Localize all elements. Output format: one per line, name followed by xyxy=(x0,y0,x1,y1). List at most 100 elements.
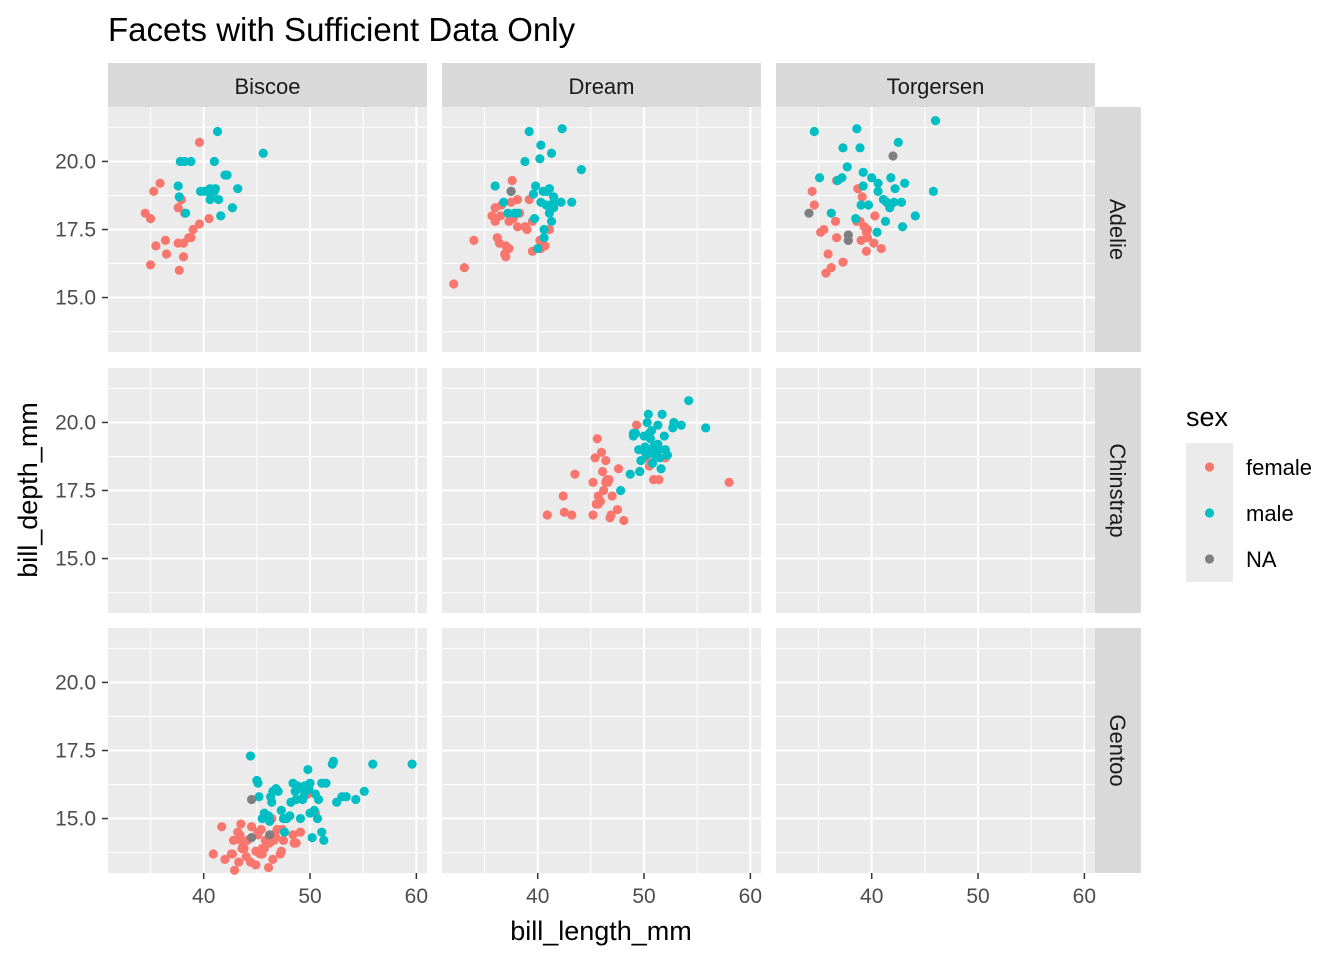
data-point-male xyxy=(855,143,865,153)
data-point-female xyxy=(149,186,159,196)
data-point-female xyxy=(567,510,577,520)
data-point-male xyxy=(885,203,895,213)
data-point-male xyxy=(549,192,559,202)
data-point-male xyxy=(312,813,323,824)
data-point-female xyxy=(869,238,879,248)
data-point-male xyxy=(625,469,635,479)
strip-label-dream: Dream xyxy=(568,74,634,99)
data-point-male xyxy=(852,124,862,134)
data-point-female xyxy=(220,854,230,864)
data-point-female xyxy=(239,843,249,854)
legend-key-male xyxy=(1204,508,1215,518)
data-point-male xyxy=(616,485,626,496)
data-point-female xyxy=(606,510,616,520)
data-point-female xyxy=(255,849,265,859)
data-point-na xyxy=(246,794,257,805)
data-point-female xyxy=(229,865,240,875)
data-point-male xyxy=(910,211,920,221)
data-point-male xyxy=(645,434,656,444)
data-point-female xyxy=(613,464,624,474)
data-point-male xyxy=(254,792,264,802)
data-point-female xyxy=(619,515,629,526)
data-point-male xyxy=(265,816,275,826)
data-point-female xyxy=(861,246,871,256)
data-point-male xyxy=(656,464,666,474)
data-point-female xyxy=(295,827,306,837)
data-point-male xyxy=(307,833,317,843)
data-point-male xyxy=(524,126,534,137)
panel-adelie-torgersen xyxy=(776,107,1095,352)
data-point-female xyxy=(809,200,819,210)
strip-column-biscoe xyxy=(108,63,427,107)
data-point-male xyxy=(222,170,232,180)
data-point-male xyxy=(809,126,819,137)
data-point-male xyxy=(337,792,347,802)
y-tick-label: 20.0 xyxy=(55,411,96,434)
legend-key-female xyxy=(1204,462,1215,472)
panel-chinstrap-torgersen xyxy=(776,368,1095,613)
data-point-male xyxy=(233,184,243,194)
data-point-female xyxy=(228,835,239,845)
data-point-male xyxy=(276,805,286,815)
data-point-male xyxy=(535,154,545,164)
data-point-male xyxy=(643,409,653,419)
panel-gentoo-dream xyxy=(442,628,761,873)
data-point-male xyxy=(528,189,539,199)
panel-gentoo-torgersen xyxy=(776,628,1095,873)
data-point-male xyxy=(206,189,216,199)
data-point-female xyxy=(857,192,867,202)
x-tick-label: 50 xyxy=(966,885,989,908)
data-point-female xyxy=(601,455,611,466)
data-point-female xyxy=(161,249,172,259)
data-point-male xyxy=(292,781,302,791)
data-point-female xyxy=(522,224,532,235)
chart-title: Facets with Sufficient Data Only xyxy=(108,11,576,48)
data-point-male xyxy=(662,450,673,460)
data-point-male xyxy=(368,759,378,769)
x-axis-title: bill_length_mm xyxy=(510,916,692,946)
data-point-na xyxy=(804,208,814,218)
data-point-male xyxy=(359,786,369,796)
data-point-female xyxy=(876,243,886,254)
data-point-female xyxy=(838,257,848,267)
data-point-female xyxy=(830,216,841,226)
x-tick-label: 40 xyxy=(526,885,549,908)
data-point-male xyxy=(896,197,907,207)
data-point-male xyxy=(258,148,268,158)
x-tick-label: 60 xyxy=(405,885,428,908)
data-point-male xyxy=(576,165,586,175)
data-point-male xyxy=(181,208,191,218)
data-point-male xyxy=(635,466,645,477)
data-point-male xyxy=(299,792,309,802)
y-tick-label: 17.5 xyxy=(55,219,96,242)
data-point-male xyxy=(539,233,549,243)
data-point-female xyxy=(145,214,156,224)
data-point-male xyxy=(245,751,256,761)
data-point-male xyxy=(646,426,657,436)
strip-row-chinstrap xyxy=(1095,368,1141,613)
data-point-female xyxy=(807,186,817,196)
data-point-male xyxy=(173,181,183,191)
data-point-female xyxy=(558,491,568,501)
data-point-male xyxy=(273,786,283,796)
data-point-male xyxy=(512,208,523,218)
x-tick-label: 60 xyxy=(1073,885,1096,908)
data-point-male xyxy=(313,794,324,805)
data-point-male xyxy=(676,420,686,430)
y-tick-label: 17.5 xyxy=(55,480,96,503)
data-point-na xyxy=(506,186,516,196)
y-tick-label: 17.5 xyxy=(55,740,96,763)
data-point-male xyxy=(657,409,667,419)
data-point-male xyxy=(503,208,513,218)
data-point-male xyxy=(893,137,903,147)
strip-row-gentoo xyxy=(1095,628,1141,873)
data-point-male xyxy=(321,778,331,788)
strip-label-chinstrap: Chinstrap xyxy=(1105,443,1130,537)
legend: sex female male NA xyxy=(1186,402,1312,582)
data-point-female xyxy=(495,211,506,221)
data-point-male xyxy=(317,827,327,837)
data-point-female xyxy=(607,491,617,501)
legend-key-na xyxy=(1204,554,1215,564)
x-tick-label: 50 xyxy=(632,885,655,908)
